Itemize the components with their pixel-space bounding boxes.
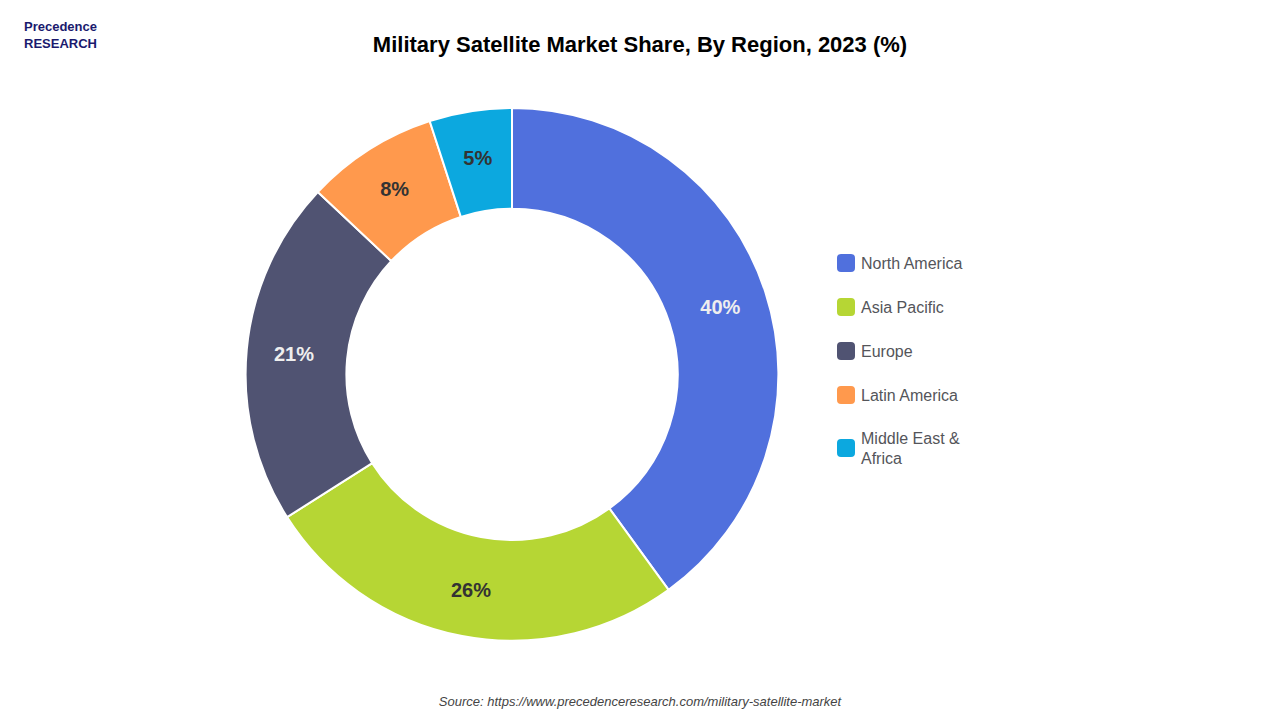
svg-text:21%: 21% bbox=[274, 343, 314, 365]
svg-text:Asia Pacific: Asia Pacific bbox=[861, 299, 944, 316]
svg-text:Africa: Africa bbox=[861, 450, 902, 467]
svg-text:Military Satellite Market Shar: Military Satellite Market Share, By Regi… bbox=[373, 32, 907, 57]
svg-text:Source: https://www.precedence: Source: https://www.precedenceresearch.c… bbox=[439, 694, 843, 709]
svg-text:Middle East &: Middle East & bbox=[861, 430, 960, 447]
svg-text:Europe: Europe bbox=[861, 343, 913, 360]
svg-text:8%: 8% bbox=[380, 178, 409, 200]
svg-text:North America: North America bbox=[861, 255, 962, 272]
svg-text:Latin America: Latin America bbox=[861, 387, 958, 404]
svg-text:RESEARCH: RESEARCH bbox=[24, 36, 97, 51]
svg-text:40%: 40% bbox=[700, 296, 740, 318]
svg-text:Precedence: Precedence bbox=[24, 19, 97, 34]
svg-text:5%: 5% bbox=[463, 147, 492, 169]
svg-text:26%: 26% bbox=[451, 579, 491, 601]
